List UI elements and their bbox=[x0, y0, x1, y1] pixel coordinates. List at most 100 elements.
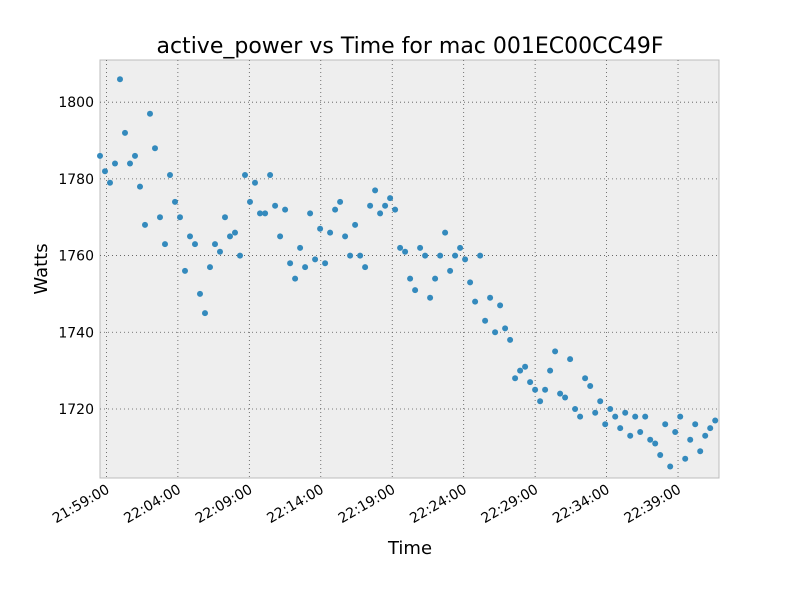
data-point bbox=[642, 413, 649, 420]
x-tick-label: 22:09:00 bbox=[193, 482, 255, 527]
data-point bbox=[247, 198, 253, 205]
data-point bbox=[632, 413, 639, 420]
data-point bbox=[242, 172, 248, 178]
data-point bbox=[667, 463, 674, 470]
data-point bbox=[127, 160, 133, 167]
data-point bbox=[617, 425, 624, 432]
data-point bbox=[132, 152, 138, 159]
data-point bbox=[322, 260, 329, 267]
data-point bbox=[692, 421, 699, 428]
data-point bbox=[122, 129, 128, 136]
y-tick-label: 1800 bbox=[58, 95, 94, 111]
data-point bbox=[137, 183, 143, 190]
data-point bbox=[462, 256, 469, 263]
x-tick-label: 22:29:00 bbox=[479, 482, 541, 527]
data-point bbox=[272, 202, 279, 209]
data-point bbox=[457, 244, 464, 251]
data-point bbox=[282, 206, 289, 213]
data-point bbox=[557, 390, 564, 397]
data-point bbox=[582, 375, 589, 382]
data-point bbox=[567, 356, 574, 363]
data-point bbox=[412, 287, 419, 294]
data-point bbox=[612, 413, 619, 420]
y-tick-label: 1720 bbox=[58, 402, 94, 418]
y-axis-label: Watts bbox=[31, 243, 52, 294]
data-point bbox=[332, 206, 339, 213]
data-point bbox=[552, 348, 559, 355]
grid-lines bbox=[100, 60, 719, 478]
data-point bbox=[547, 367, 554, 374]
data-point bbox=[437, 252, 444, 259]
x-tick-label: 22:19:00 bbox=[336, 482, 398, 527]
data-point bbox=[427, 294, 434, 301]
plot-area bbox=[99, 59, 720, 479]
data-point bbox=[377, 210, 384, 217]
data-point bbox=[562, 394, 569, 401]
x-tick-label: 21:59:00 bbox=[50, 482, 112, 527]
data-point bbox=[512, 375, 519, 382]
data-point bbox=[227, 233, 233, 240]
data-point bbox=[402, 248, 409, 255]
data-point bbox=[622, 409, 629, 416]
y-tick-label: 1780 bbox=[58, 172, 94, 188]
data-point bbox=[177, 214, 183, 221]
data-point bbox=[627, 432, 634, 439]
chart-title: active_power vs Time for mac 001EC00CC49… bbox=[156, 34, 663, 59]
data-point bbox=[647, 436, 654, 443]
data-point bbox=[112, 160, 118, 167]
data-point bbox=[302, 264, 309, 271]
data-point bbox=[337, 198, 344, 205]
data-point bbox=[487, 294, 494, 301]
data-point bbox=[142, 221, 148, 228]
x-tick-label: 22:14:00 bbox=[264, 482, 326, 527]
data-point bbox=[217, 248, 223, 255]
data-point bbox=[232, 229, 238, 236]
data-point bbox=[392, 206, 399, 213]
data-point bbox=[637, 429, 644, 435]
data-point bbox=[287, 260, 294, 267]
data-point bbox=[297, 244, 304, 251]
y-tick-label: 1760 bbox=[58, 249, 94, 265]
data-point bbox=[357, 252, 364, 259]
y-tick-label: 1740 bbox=[58, 325, 94, 341]
data-point bbox=[577, 413, 584, 420]
data-point bbox=[422, 252, 429, 259]
data-point bbox=[197, 290, 203, 297]
x-tick-label: 22:24:00 bbox=[407, 482, 469, 527]
data-point bbox=[102, 168, 108, 175]
data-point bbox=[387, 195, 394, 202]
data-point bbox=[657, 452, 664, 458]
data-point bbox=[397, 244, 404, 251]
x-tick-label: 22:04:00 bbox=[121, 482, 183, 527]
data-point bbox=[207, 264, 213, 271]
data-point bbox=[687, 436, 694, 443]
data-point bbox=[312, 256, 319, 263]
x-axis-label: Time bbox=[387, 538, 432, 559]
data-point bbox=[537, 398, 544, 405]
data-point bbox=[602, 421, 609, 428]
data-point bbox=[327, 229, 334, 236]
data-point bbox=[147, 110, 153, 117]
x-tick-label: 22:34:00 bbox=[550, 482, 612, 527]
data-point bbox=[682, 455, 689, 462]
data-point bbox=[702, 432, 709, 439]
data-point bbox=[467, 279, 474, 286]
x-tick-labels: 21:59:00 22:04:00 22:09:00 22:14:00 22:19:00… bbox=[50, 482, 684, 527]
data-point bbox=[677, 413, 684, 420]
data-point bbox=[222, 214, 228, 221]
data-point bbox=[202, 310, 208, 317]
data-point bbox=[277, 233, 284, 240]
data-point bbox=[237, 252, 243, 259]
data-point bbox=[212, 241, 218, 248]
data-point bbox=[157, 214, 163, 221]
data-point bbox=[672, 429, 679, 435]
data-point bbox=[542, 386, 549, 393]
data-point bbox=[592, 409, 599, 416]
data-point bbox=[522, 363, 529, 370]
x-tick-label: 22:39:00 bbox=[622, 482, 684, 527]
data-point bbox=[432, 275, 439, 282]
data-point bbox=[117, 76, 123, 83]
data-point bbox=[262, 210, 269, 217]
data-point bbox=[477, 252, 484, 259]
